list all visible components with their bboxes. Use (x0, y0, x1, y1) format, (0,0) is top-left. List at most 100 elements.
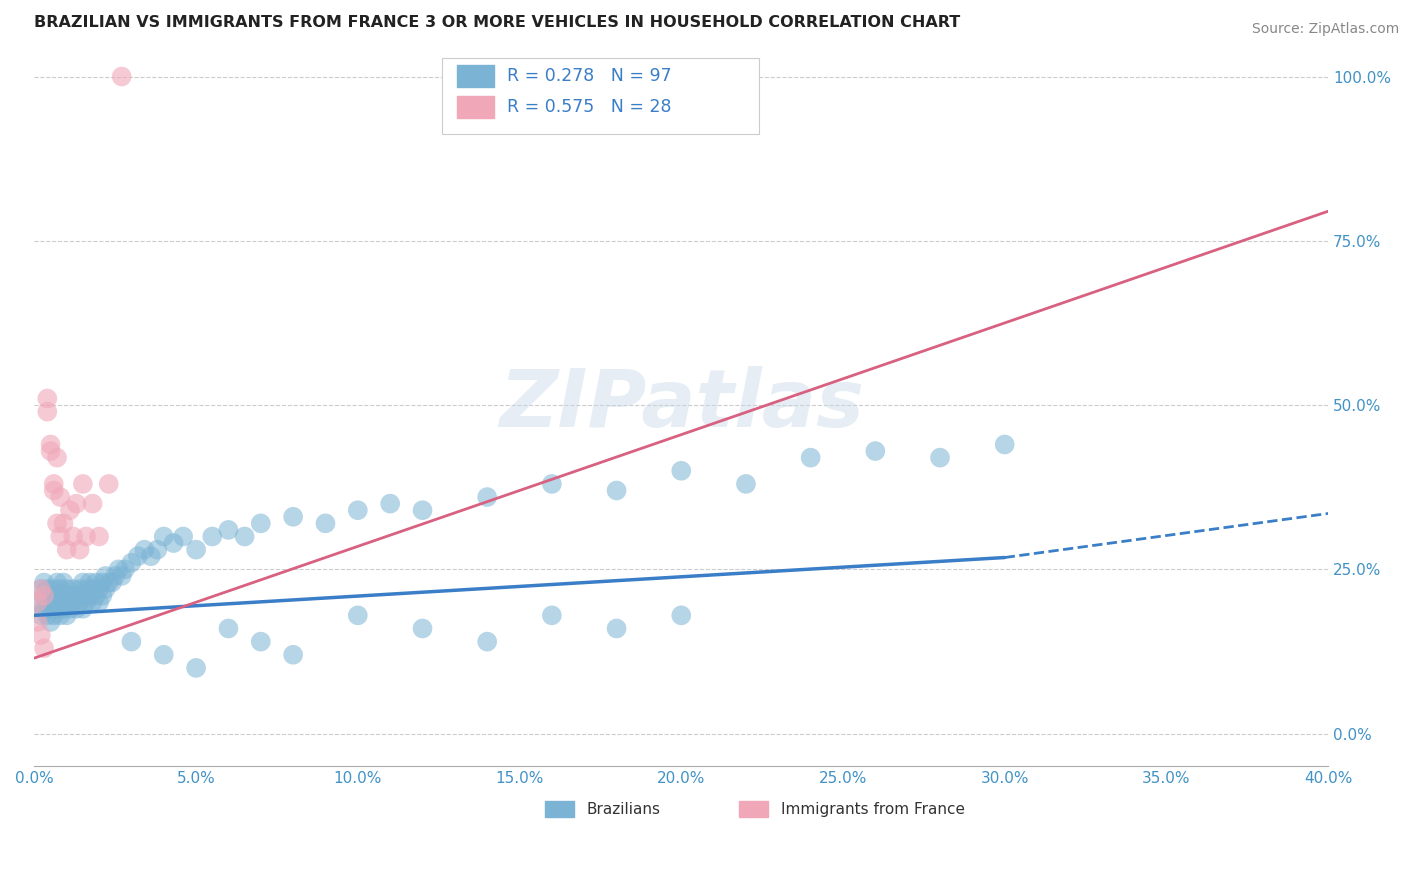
Point (82, 497, 104, 511)
Point (72, 589, 94, 603)
Text: Brazilians: Brazilians (586, 802, 661, 817)
Point (800, 450, 823, 465)
Point (52, 575, 75, 590)
Point (162, 536, 184, 550)
Point (79, 575, 101, 590)
Point (49, 529, 72, 543)
Point (30, 582, 52, 596)
Point (62, 529, 84, 543)
Point (184, 542, 207, 557)
Point (671, 608, 693, 623)
Point (27, 595, 49, 609)
Point (46, 450, 69, 465)
Point (346, 503, 368, 517)
Point (32, 589, 55, 603)
Point (49, 582, 72, 596)
Point (606, 622, 628, 636)
Point (87, 595, 110, 609)
Point (346, 608, 368, 623)
Point (37, 582, 59, 596)
Point (101, 575, 124, 590)
Point (30, 582, 52, 596)
Point (30, 628, 52, 642)
Point (84, 575, 107, 590)
Point (42, 477, 65, 491)
Point (75, 582, 97, 596)
Point (107, 562, 129, 576)
Point (281, 648, 304, 662)
Point (65, 589, 87, 603)
Text: Immigrants from France: Immigrants from France (780, 802, 965, 817)
Point (104, 569, 127, 583)
Point (65, 601, 87, 615)
Point (69, 582, 91, 596)
Point (65, 497, 87, 511)
Point (32, 601, 55, 615)
Point (62, 582, 84, 596)
Point (91, 589, 114, 603)
Point (91, 575, 114, 590)
Point (39, 615, 62, 629)
Text: Source: ZipAtlas.com: Source: ZipAtlas.com (1251, 22, 1399, 37)
Point (477, 634, 499, 648)
Point (55, 542, 77, 557)
Point (37, 608, 59, 623)
Point (39, 589, 62, 603)
Point (201, 529, 224, 543)
Point (281, 509, 304, 524)
Point (671, 464, 693, 478)
Point (412, 622, 434, 636)
Point (606, 483, 628, 498)
Point (865, 444, 887, 458)
Point (59, 503, 82, 517)
Point (72, 575, 94, 590)
Point (79, 589, 101, 603)
Text: R = 0.575   N = 28: R = 0.575 N = 28 (506, 98, 671, 116)
Bar (457, 65, 494, 87)
Point (87, 529, 110, 543)
Point (97, 575, 120, 590)
Point (217, 523, 239, 537)
Point (152, 648, 174, 662)
Bar (740, 801, 768, 817)
Point (97, 477, 120, 491)
Point (314, 516, 336, 531)
Point (49, 608, 72, 623)
Point (39, 601, 62, 615)
Point (42, 483, 65, 498)
Point (42, 608, 65, 623)
Point (59, 601, 82, 615)
Point (94, 582, 117, 596)
Point (994, 437, 1017, 451)
Point (120, 556, 142, 570)
Point (55, 595, 77, 609)
Point (120, 634, 142, 648)
Point (378, 497, 401, 511)
Point (929, 450, 952, 465)
Point (111, 70, 134, 84)
Point (32, 589, 55, 603)
Point (82, 582, 104, 596)
Point (184, 661, 207, 675)
Point (59, 589, 82, 603)
Point (52, 589, 75, 603)
Point (39, 444, 62, 458)
Point (82, 595, 104, 609)
Point (127, 549, 149, 564)
Point (94, 569, 117, 583)
Point (172, 529, 194, 543)
Point (62, 595, 84, 609)
Point (735, 477, 758, 491)
Point (134, 542, 156, 557)
FancyBboxPatch shape (441, 58, 759, 134)
Point (52, 516, 75, 531)
Point (541, 608, 564, 623)
Point (55, 608, 77, 623)
Point (72, 601, 94, 615)
Point (249, 634, 271, 648)
Point (37, 595, 59, 609)
Point (412, 503, 434, 517)
Text: R = 0.278   N = 97: R = 0.278 N = 97 (506, 67, 671, 86)
Bar (546, 801, 574, 817)
Point (249, 516, 271, 531)
